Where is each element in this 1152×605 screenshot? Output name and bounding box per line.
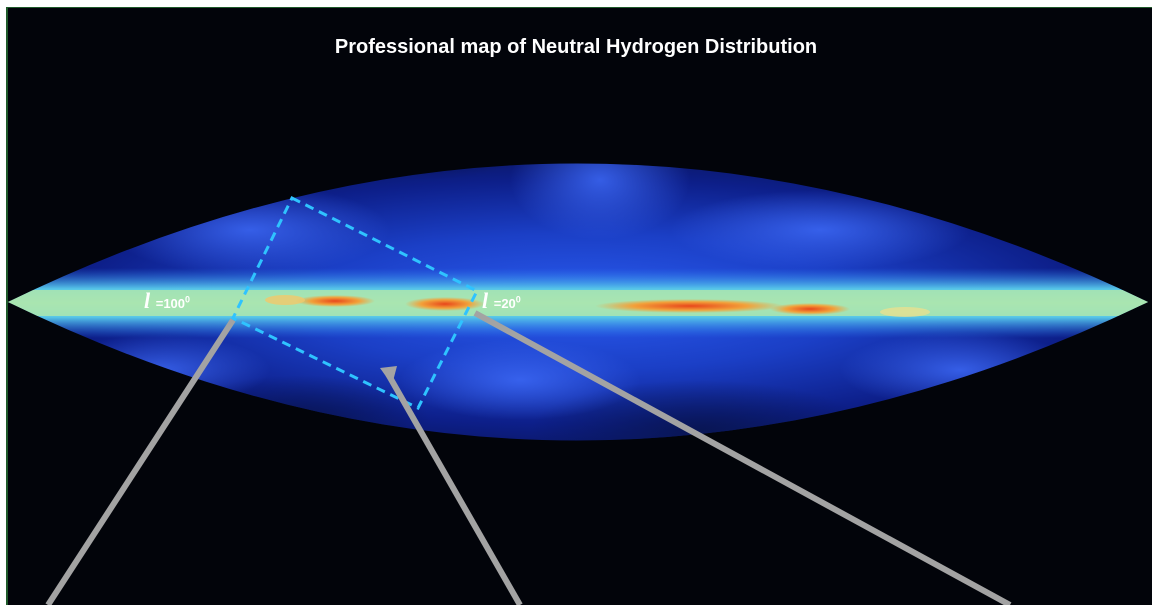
selection-region-box — [230, 195, 480, 410]
emission-hotspot — [595, 299, 785, 313]
hi-cloud — [670, 190, 970, 270]
hi-void — [300, 163, 540, 180]
hi-void — [170, 375, 430, 441]
emission-hotspot — [405, 297, 485, 311]
emission-hotspot — [265, 295, 305, 305]
hi-cloud — [50, 335, 270, 405]
hi-void — [650, 163, 870, 175]
hi-cloud — [400, 340, 640, 420]
emission-hotspot — [770, 303, 850, 315]
pointer-arrowhead — [380, 366, 397, 385]
pointer-line-right — [473, 310, 1012, 605]
hi-cloud — [510, 163, 690, 240]
hi-cloud — [110, 185, 390, 275]
pointer-line-left — [45, 318, 236, 605]
longitude-label-20: l =200 — [482, 288, 521, 313]
galactic-plane-core — [8, 290, 1148, 316]
hi-void — [530, 380, 870, 441]
pointer-line-middle — [385, 372, 523, 605]
hi-cloud — [840, 332, 1080, 408]
longitude-label-100: l =1000 — [144, 288, 191, 313]
emission-hotspot — [880, 307, 930, 317]
figure-title: Professional map of Neutral Hydrogen Dis… — [334, 36, 818, 58]
emission-hotspot — [295, 295, 375, 307]
